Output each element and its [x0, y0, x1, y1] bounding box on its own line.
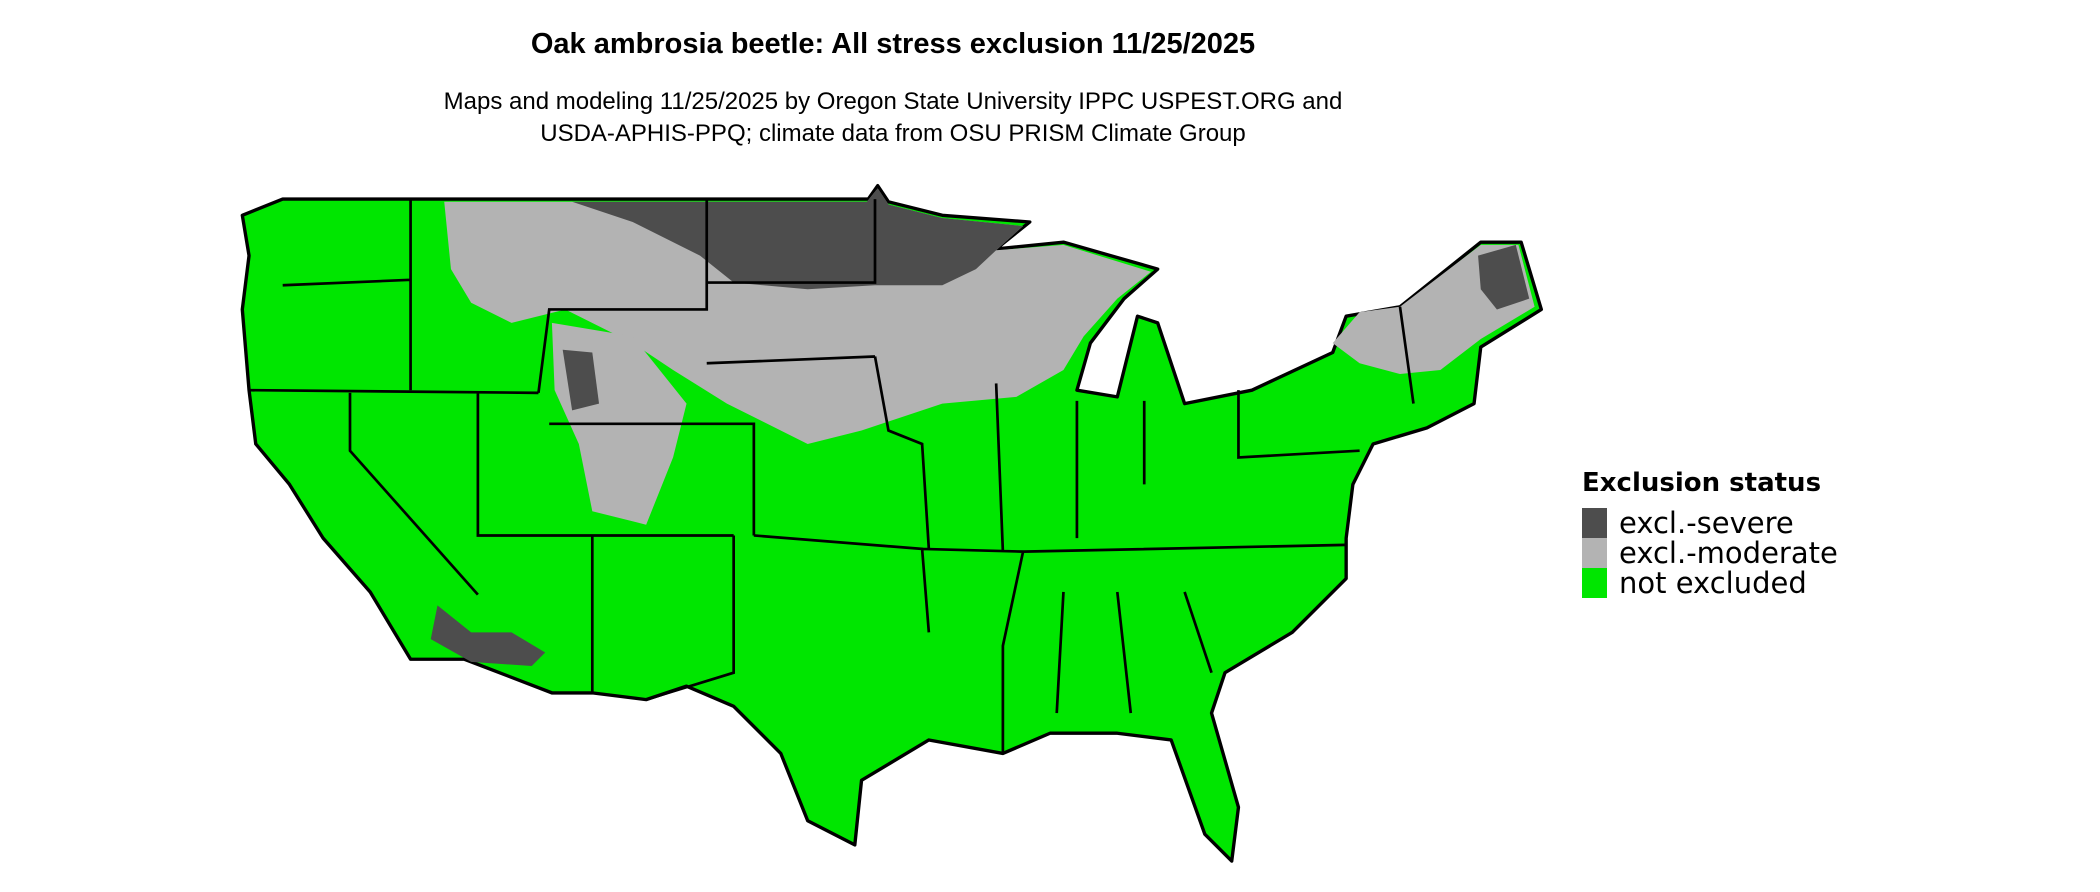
legend-label: not excluded	[1619, 566, 1807, 600]
legend-swatch-not-excluded	[1582, 568, 1607, 598]
legend-swatch-moderate	[1582, 538, 1607, 568]
region-excl-severe	[572, 188, 1024, 290]
map-subtitle: Maps and modeling 11/25/2025 by Oregon S…	[0, 86, 1786, 150]
region-excl-severe-southwest	[430, 605, 546, 666]
legend-item-moderate: excl.-moderate	[1582, 536, 1838, 570]
legend: Exclusion status excl.-severe excl.-mode…	[1582, 468, 1838, 600]
region-excl-severe-maine	[1478, 244, 1530, 310]
map-title: Oak ambrosia beetle: All stress exclusio…	[530, 28, 1256, 60]
legend-swatch-severe	[1582, 508, 1607, 538]
subtitle-line-2: USDA-APHIS-PPQ; climate data from OSU PR…	[540, 120, 1246, 147]
legend-item-not-excluded: not excluded	[1582, 566, 1838, 600]
subtitle-line-1: Maps and modeling 11/25/2025 by Oregon S…	[443, 88, 1343, 115]
legend-label: excl.-severe	[1619, 506, 1794, 540]
state-borders	[249, 199, 1415, 754]
legend-item-severe: excl.-severe	[1582, 506, 1838, 540]
legend-title: Exclusion status	[1582, 468, 1822, 498]
legend-label: excl.-moderate	[1619, 536, 1838, 570]
region-excl-severe-wyoming	[562, 349, 600, 411]
